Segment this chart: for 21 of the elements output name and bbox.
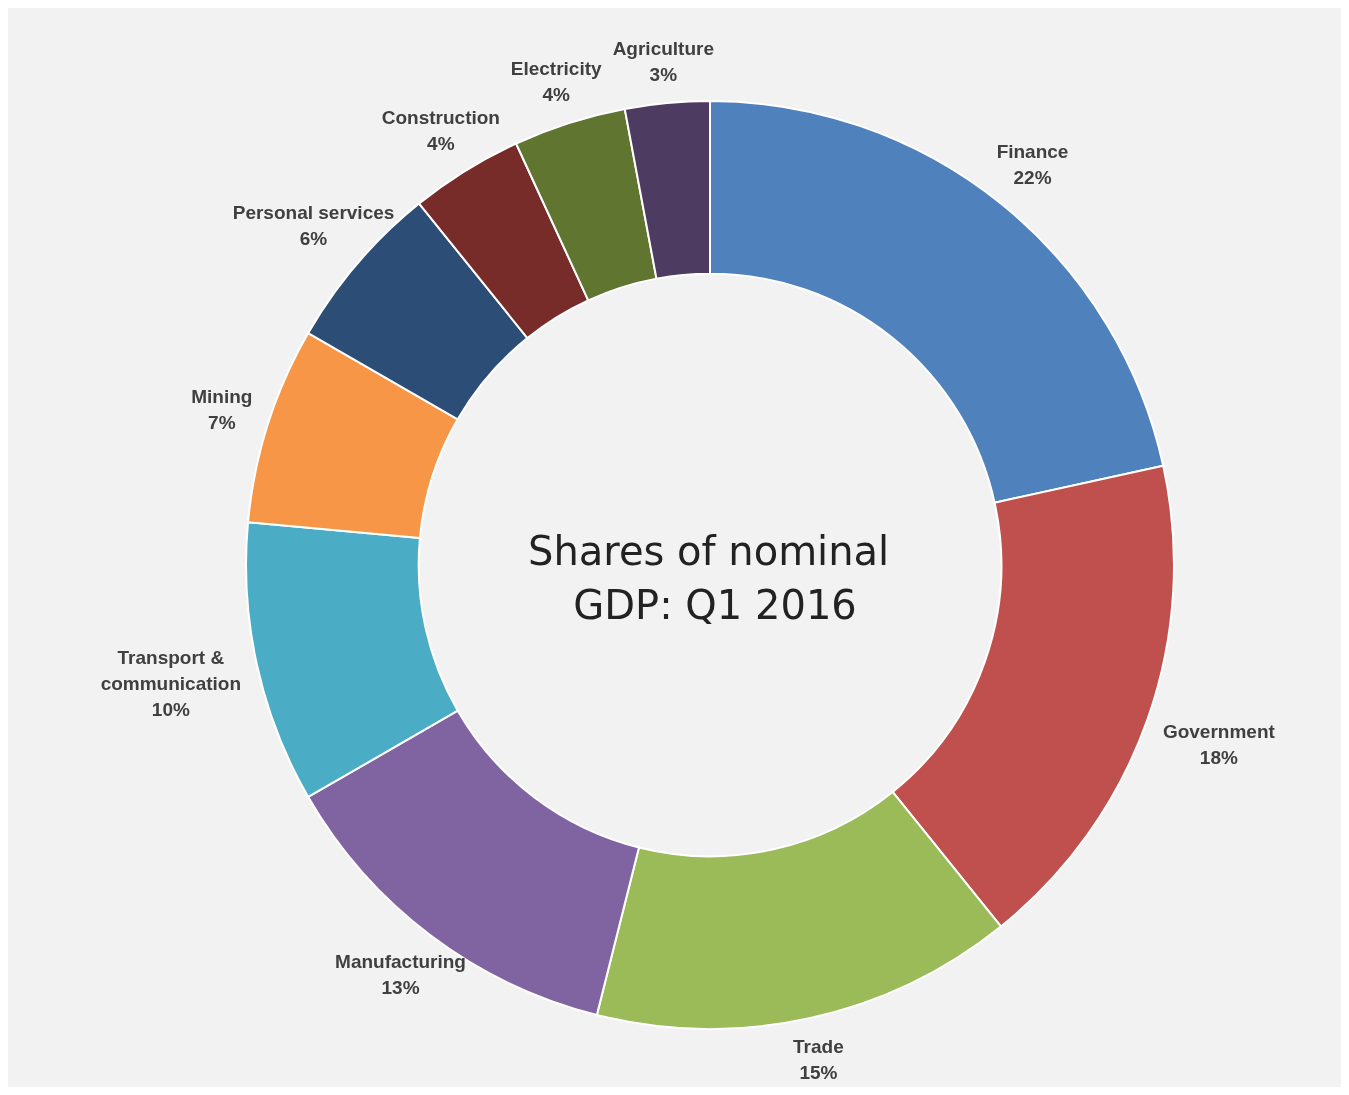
data-label: 4% — [427, 132, 455, 154]
data-label: 6% — [299, 227, 328, 249]
data-label: 10% — [151, 698, 190, 720]
data-label: 7% — [208, 412, 236, 434]
slice-label: Electricity — [510, 57, 603, 79]
slice-label: Mining — [191, 386, 253, 408]
data-label: 15% — [799, 1062, 838, 1084]
slice-label: Construction — [381, 106, 500, 128]
data-label: 18% — [1199, 746, 1238, 768]
text: Shares of nominal GDP: Q1 2016 — [528, 528, 902, 628]
slice-label: Trade — [793, 1036, 844, 1058]
data-label: 4% — [542, 83, 570, 105]
data-label: 13% — [381, 977, 420, 999]
data-label: 3% — [649, 63, 678, 85]
slice-label: Manufacturing — [335, 951, 466, 973]
slice-label: Agriculture — [612, 37, 714, 59]
data-label: 22% — [1013, 166, 1052, 188]
slice-label: Government — [1162, 720, 1276, 742]
slice-label: Personal services — [232, 201, 395, 223]
slice-label: Transport & communication — [100, 646, 242, 694]
slice-label: Finance — [996, 140, 1069, 162]
